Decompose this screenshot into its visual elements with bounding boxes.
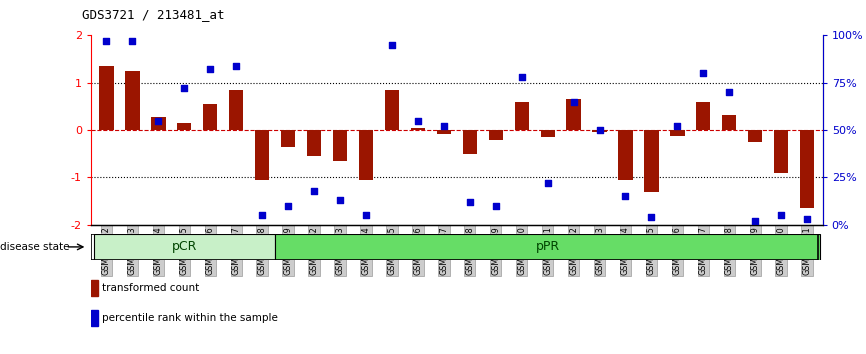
Point — [488, 203, 502, 209]
Bar — [644, 130, 658, 192]
Bar — [540, 130, 555, 137]
Point — [722, 89, 736, 95]
Point — [748, 218, 762, 224]
Point — [462, 199, 476, 205]
Point — [540, 180, 554, 186]
Bar — [152, 117, 165, 130]
Bar — [333, 130, 347, 161]
Point — [100, 38, 113, 44]
Text: percentile rank within the sample: percentile rank within the sample — [102, 313, 278, 323]
Bar — [100, 66, 113, 130]
Bar — [618, 130, 633, 180]
Bar — [774, 130, 788, 173]
Point — [178, 86, 191, 91]
Bar — [748, 130, 762, 142]
Point — [644, 215, 658, 220]
Bar — [592, 130, 607, 132]
Point — [800, 216, 814, 222]
Bar — [385, 90, 399, 130]
Bar — [281, 130, 295, 147]
Bar — [94, 234, 275, 260]
Point — [774, 212, 788, 218]
Bar — [204, 104, 217, 130]
Bar — [436, 130, 451, 134]
Text: transformed count: transformed count — [102, 283, 199, 293]
Point — [514, 74, 528, 80]
Text: disease state: disease state — [0, 242, 69, 252]
Bar — [126, 71, 139, 130]
Bar — [696, 102, 710, 130]
Bar — [800, 130, 814, 208]
Bar — [91, 280, 98, 296]
Point — [437, 124, 451, 129]
Bar — [359, 130, 373, 180]
Point — [385, 42, 399, 48]
Point — [411, 118, 425, 124]
Point — [307, 188, 321, 194]
Bar — [410, 128, 425, 130]
Text: pCR: pCR — [171, 240, 197, 253]
Point — [618, 194, 632, 199]
Bar — [462, 130, 477, 154]
Point — [592, 127, 606, 133]
Point — [359, 212, 373, 218]
Bar — [514, 102, 529, 130]
Bar — [488, 130, 503, 139]
Text: pPR: pPR — [535, 240, 559, 253]
Point — [229, 63, 243, 69]
Point — [204, 67, 217, 72]
Point — [255, 212, 269, 218]
Point — [152, 118, 165, 124]
Point — [566, 99, 580, 104]
Point — [281, 203, 295, 209]
Point — [126, 38, 139, 44]
Bar — [566, 99, 581, 130]
Point — [333, 197, 347, 203]
Point — [670, 124, 684, 129]
Bar — [275, 234, 820, 260]
Bar — [722, 115, 736, 130]
Bar — [255, 130, 269, 180]
Bar — [229, 90, 243, 130]
Point — [696, 70, 710, 76]
Text: GDS3721 / 213481_at: GDS3721 / 213481_at — [82, 8, 225, 21]
Bar — [178, 123, 191, 130]
Bar — [91, 310, 98, 326]
Bar — [307, 130, 321, 156]
Bar — [670, 130, 684, 136]
